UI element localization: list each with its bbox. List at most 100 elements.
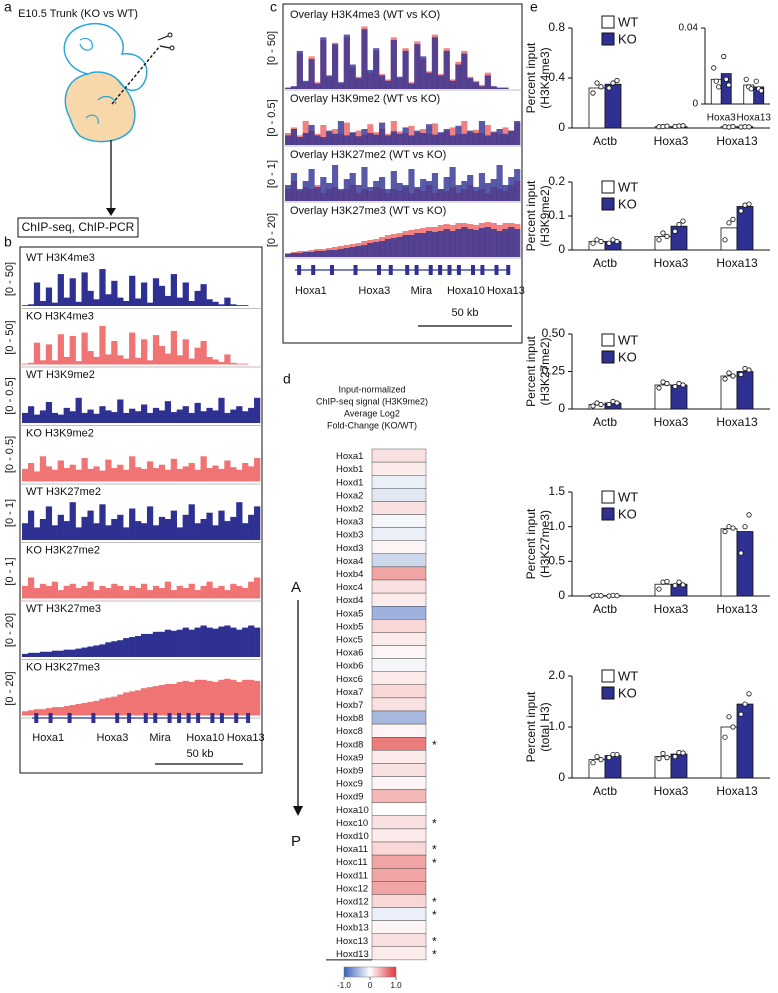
- signal-bar: [230, 467, 237, 482]
- replicate-point: [738, 711, 744, 717]
- signal-bar: [93, 466, 100, 482]
- signal-bar: [33, 342, 41, 365]
- signal-bar: [212, 301, 219, 306]
- signal-bar: [426, 181, 433, 201]
- signal-bar: [449, 167, 456, 201]
- legend-swatch: [601, 15, 615, 29]
- exon: [311, 265, 316, 275]
- signal-bar: [343, 135, 350, 145]
- signal-bar: [158, 464, 166, 482]
- signal-bar: [63, 468, 70, 482]
- replicate-point: [606, 754, 612, 761]
- heatmap-title: ChIP-seq signal (H3K9me2): [316, 396, 428, 406]
- signal-bar: [117, 640, 124, 657]
- y-tick-label: 0.2: [548, 174, 565, 188]
- signal-bar: [236, 469, 243, 482]
- signal-bar: [99, 406, 106, 423]
- signal-bar: [117, 355, 124, 365]
- replicate-point: [726, 370, 732, 376]
- gene-label: Hoxc12: [336, 883, 368, 894]
- signal-bar: [379, 75, 386, 89]
- signal-bar: [152, 686, 160, 716]
- y-tick-label: 2.0: [548, 668, 565, 682]
- signal-bar: [194, 523, 201, 540]
- signal-bar: [402, 50, 409, 89]
- replicate-point: [672, 228, 678, 234]
- signal-bar: [141, 688, 148, 716]
- legend-label: KO: [618, 349, 637, 364]
- heatmap-cell: [371, 946, 427, 961]
- legend-label: KO: [618, 31, 637, 46]
- signal-bar: [361, 245, 368, 257]
- signal-bar: [473, 133, 480, 145]
- y-tick-label: 1.0: [548, 519, 565, 533]
- y-axis-label: (H3K27me2): [538, 337, 552, 405]
- y-axis-label: Percent input: [524, 508, 538, 579]
- signal-bar: [361, 129, 368, 145]
- signal-bar: [33, 652, 41, 657]
- gene-label: Hoxa1: [32, 732, 64, 744]
- signal-bar: [99, 504, 106, 540]
- heatmap-cell: [371, 514, 427, 528]
- signal-bar: [490, 229, 497, 257]
- replicate-point: [656, 385, 662, 391]
- panel-a-title: E10.5 Trunk (KO vs WT): [18, 8, 138, 20]
- signal-bar: [81, 457, 88, 482]
- signal-bar: [224, 678, 231, 716]
- signal-bar: [343, 179, 350, 201]
- signal-bar: [437, 75, 444, 89]
- replicate-point: [742, 701, 748, 707]
- track-name: KO H3K27me2: [26, 544, 100, 556]
- signal-bar: [69, 705, 76, 716]
- replicate-point: [594, 80, 600, 86]
- signal-bar: [320, 251, 327, 257]
- panel-label: a: [4, 0, 12, 15]
- signal-bar: [390, 171, 397, 201]
- signal-bar: [402, 235, 409, 257]
- exon: [388, 265, 393, 275]
- replicate-point: [730, 525, 736, 531]
- signal-bar: [343, 248, 350, 257]
- signal-bar: [146, 412, 154, 423]
- signal-bar: [141, 339, 148, 365]
- signal-bar: [105, 697, 112, 716]
- signal-bar: [135, 690, 142, 716]
- replicate-point: [726, 82, 732, 88]
- gene-label: Hoxc8: [336, 726, 363, 737]
- signal-bar: [490, 86, 497, 89]
- signal-bar: [75, 361, 82, 365]
- signal-bar: [473, 82, 480, 89]
- gene-label: Hoxa7: [336, 687, 363, 698]
- signal-bar: [164, 684, 172, 716]
- signal-bar: [326, 75, 333, 89]
- significance: *: [432, 856, 437, 870]
- signal-bar: [508, 130, 515, 145]
- exon: [219, 713, 224, 723]
- y-tick-label: 0: [558, 588, 565, 602]
- signal-bar: [105, 525, 112, 540]
- signal-bar: [508, 227, 515, 257]
- y-axis-label: (H3K9me2): [538, 185, 552, 246]
- signal-bar: [218, 361, 225, 365]
- signal-bar: [212, 681, 219, 716]
- signal-bar: [51, 302, 58, 306]
- x-tick-label: Hoxa3: [654, 784, 689, 798]
- y-axis-label: (H3K4me3): [538, 47, 552, 108]
- signal-bar: [337, 189, 345, 201]
- gene-label: Hoxa5: [336, 608, 363, 619]
- exon: [143, 713, 148, 723]
- signal-bar: [170, 630, 177, 657]
- x-tick-label: Actb: [593, 134, 617, 148]
- legend-label: KO: [618, 196, 637, 211]
- signal-bar: [332, 133, 339, 145]
- replicate-point: [614, 77, 620, 84]
- signal-bar: [81, 332, 88, 365]
- signal-bar: [349, 173, 356, 201]
- signal-bar: [373, 48, 380, 89]
- signal-bar: [248, 625, 255, 657]
- signal-bar: [361, 29, 368, 89]
- significance: *: [432, 738, 437, 752]
- bar: [720, 726, 738, 779]
- signal-bar: [111, 641, 118, 657]
- track-range: [0 - 50]: [4, 262, 16, 296]
